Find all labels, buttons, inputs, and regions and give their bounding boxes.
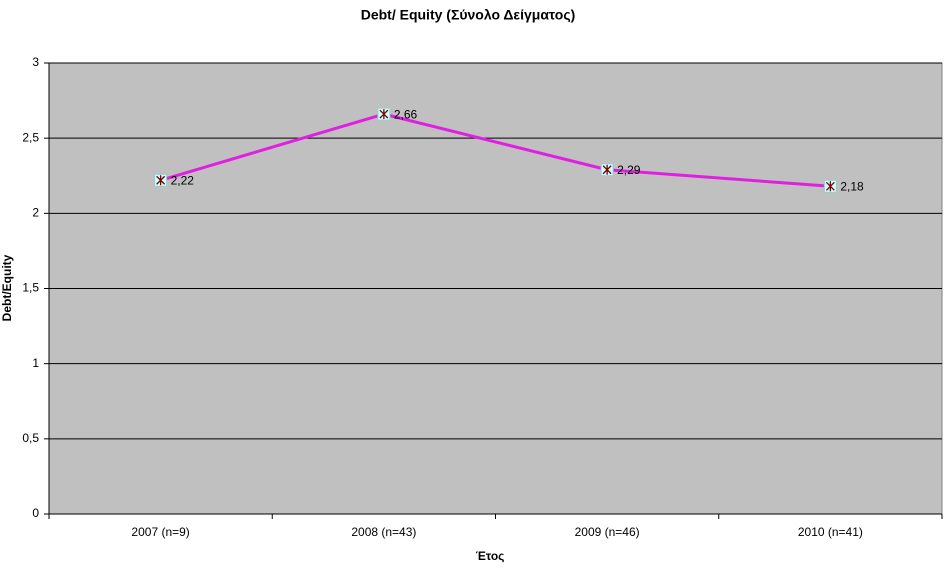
y-tick-label: 3	[32, 55, 39, 69]
data-label: 2,66	[394, 107, 418, 121]
data-label: 2,22	[171, 173, 195, 187]
y-axis-title: Debt/Equity	[0, 254, 14, 321]
data-point	[377, 107, 391, 121]
series-line	[160, 112, 831, 188]
x-tick-label: 2008 (n=43)	[351, 525, 416, 539]
y-tick-label: 0,5	[22, 431, 39, 445]
x-tick-label: 2010 (n=41)	[798, 525, 863, 539]
data-point	[600, 163, 614, 177]
y-tick-label: 0	[32, 506, 39, 520]
data-label: 2,18	[840, 179, 864, 193]
x-tick-label: 2007 (n=9)	[131, 525, 189, 539]
data-point	[823, 179, 837, 193]
data-label: 2,29	[617, 163, 641, 177]
y-tick-label: 2	[32, 206, 39, 220]
y-tick-label: 2,5	[22, 130, 39, 144]
y-tick-label: 1,5	[22, 281, 39, 295]
data-point	[154, 173, 168, 187]
x-axis-title: Έτος	[476, 549, 505, 563]
x-tick-label: 2009 (n=46)	[575, 525, 640, 539]
y-tick-label: 1	[32, 356, 39, 370]
chart-title: Debt/ Equity (Σύνολο Δείγματος)	[361, 7, 576, 23]
